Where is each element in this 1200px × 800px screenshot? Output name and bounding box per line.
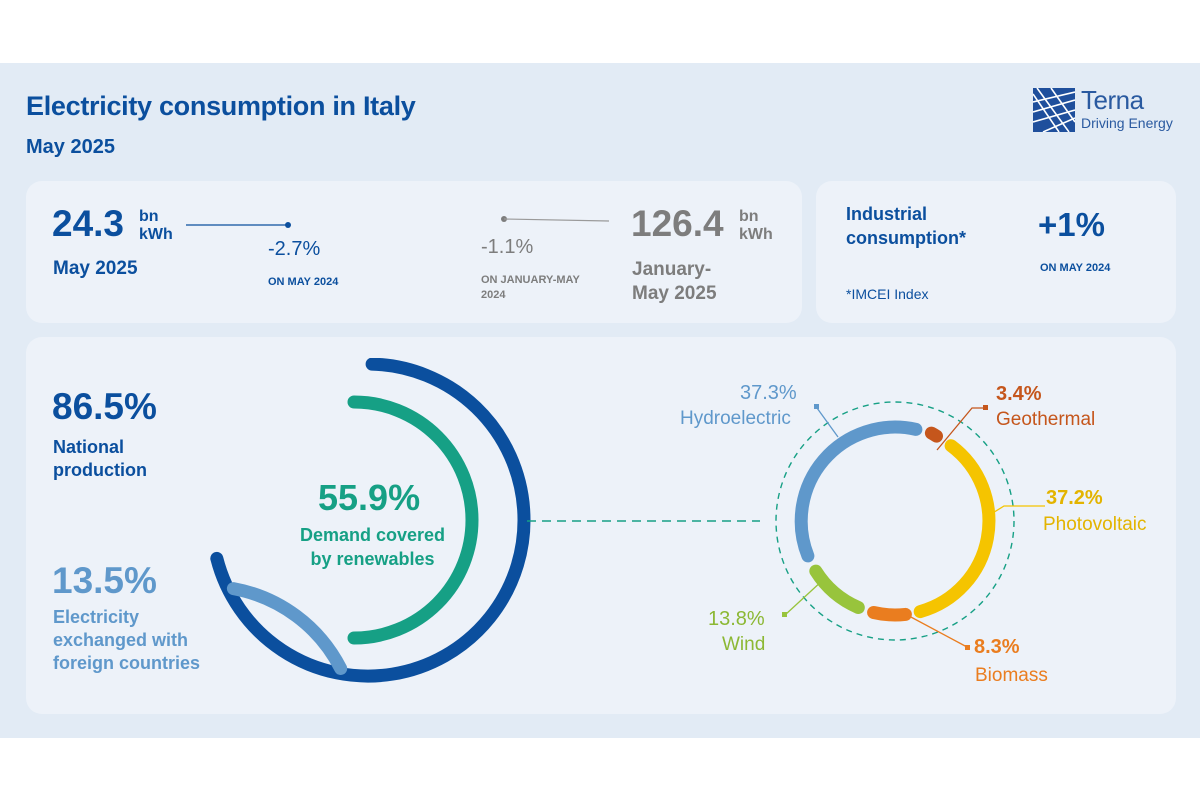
wind-pct: 13.8%: [708, 608, 765, 630]
supply-rings: [210, 358, 531, 683]
hydroelectric-pct: 37.3%: [740, 382, 797, 404]
foreign-exchange-label-line1: Electricity: [53, 607, 140, 627]
renewables-label-line1: Demand covered: [300, 525, 446, 545]
geothermal-label: Geothermal: [996, 409, 1096, 430]
biomass-pct: 8.3%: [974, 636, 1020, 658]
industrial-label-line2: consumption*: [846, 228, 966, 248]
industrial-note: *IMCEI Index: [846, 286, 929, 302]
consumption-card: [26, 181, 802, 323]
monthly-change-ref: ON MAY 2024: [268, 276, 339, 288]
foreign-exchange-label-line2: exchanged with: [53, 630, 189, 650]
hydroelectric-arc: [794, 420, 923, 563]
geothermal-arc: [924, 426, 943, 443]
monthly-unit-bn: bn: [139, 208, 159, 225]
hydroelectric-label: Hydroelectric: [680, 408, 791, 429]
biomass-leader: [908, 615, 968, 648]
terna-logo: Terna Driving Energy: [1033, 85, 1183, 134]
national-production-arc: [210, 358, 531, 683]
monthly-unit-kwh: kWh: [139, 226, 173, 243]
wind-leader: [784, 579, 824, 616]
wind-leader-dot: [782, 612, 787, 617]
ytd-change-ref-line1: ON JANUARY-MAY: [481, 274, 580, 286]
geothermal-pct: 3.4%: [996, 383, 1042, 405]
geothermal-leader: [936, 407, 985, 451]
ytd-period-line2: May 2025: [632, 283, 717, 304]
monthly-change: -2.7%: [268, 238, 321, 260]
photovoltaic-pct: 37.2%: [1046, 487, 1103, 509]
logo-wordmark: Terna: [1081, 85, 1144, 115]
logo-tagline: Driving Energy: [1081, 115, 1173, 131]
renewables-arc: [347, 395, 479, 645]
photovoltaic-arc: [913, 439, 996, 619]
hydroelectric-leader: [816, 407, 839, 438]
biomass-label: Biomass: [975, 665, 1048, 686]
page-title: Electricity consumption in Italy: [26, 91, 416, 121]
renewables-pct: 55.9%: [318, 477, 421, 518]
monthly-period: May 2025: [53, 258, 138, 279]
monthly-value: 24.3: [52, 203, 125, 244]
foreign-exchange-pct: 13.5%: [52, 560, 157, 601]
geothermal-leader-dot: [983, 405, 988, 410]
renewables-label-line2: by renewables: [310, 549, 435, 569]
national-production-label-line2: production: [53, 460, 147, 480]
wind-label: Wind: [722, 634, 766, 655]
hydroelectric-leader-dot: [814, 404, 819, 409]
biomass-leader-dot: [965, 645, 970, 650]
photovoltaic-label: Photovoltaic: [1043, 514, 1147, 535]
terna-logo-mark-icon: [1033, 88, 1075, 132]
photovoltaic-leader: [982, 505, 1045, 520]
ytd-unit-bn: bn: [739, 208, 759, 225]
foreign-exchange-arc: [226, 582, 348, 675]
industrial-ref: ON MAY 2024: [1040, 262, 1111, 274]
industrial-card: [816, 181, 1176, 323]
national-production-pct: 86.5%: [52, 386, 157, 427]
ytd-change: -1.1%: [481, 236, 534, 258]
ytd-trend-line: [501, 216, 610, 222]
monthly-trend-line: [186, 222, 291, 228]
industrial-value: +1%: [1038, 206, 1105, 243]
national-production-label-line1: National: [53, 437, 125, 457]
page-subtitle: May 2025: [26, 136, 115, 158]
wind-arc: [809, 564, 865, 614]
ytd-value: 126.4: [631, 203, 724, 244]
mix-dashed-circle: [775, 401, 1015, 641]
ytd-period-line1: January-: [632, 259, 712, 280]
ytd-change-ref-line2: 2024: [481, 289, 506, 301]
foreign-exchange-label-line3: foreign countries: [53, 653, 201, 673]
ytd-unit-kwh: kWh: [739, 226, 773, 243]
biomass-arc: [867, 606, 912, 622]
industrial-label-line1: Industrial: [846, 204, 928, 224]
